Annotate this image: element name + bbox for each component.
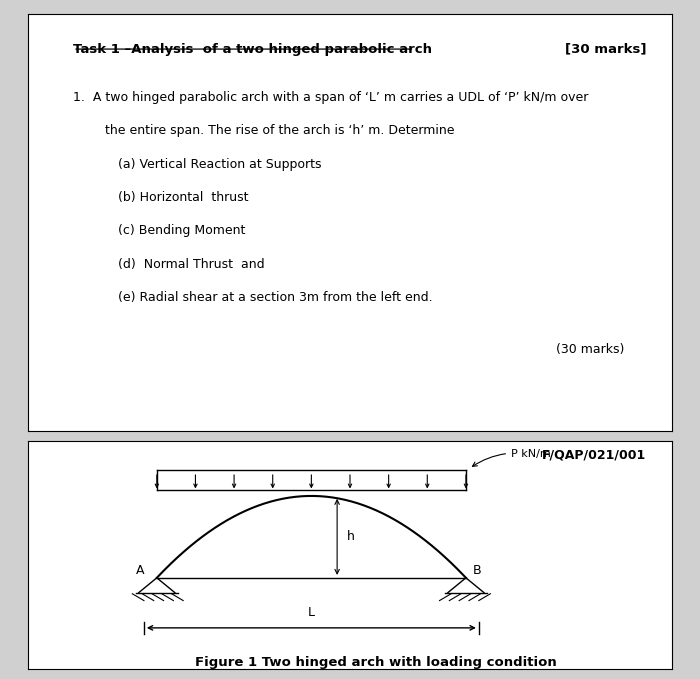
Text: L: L xyxy=(308,606,315,619)
Text: h: h xyxy=(346,530,355,543)
Text: (c) Bending Moment: (c) Bending Moment xyxy=(118,225,246,238)
Text: Rev:0226th March 20131: Rev:0226th March 20131 xyxy=(466,454,598,464)
Text: (30 marks): (30 marks) xyxy=(556,344,624,356)
Text: 1.  A two hinged parabolic arch with a span of ‘L’ m carries a UDL of ‘P’ kN/m o: 1. A two hinged parabolic arch with a sp… xyxy=(73,91,589,104)
Text: B: B xyxy=(473,564,481,576)
Text: the entire span. The rise of the arch is ‘h’ m. Determine: the entire span. The rise of the arch is… xyxy=(105,124,455,137)
Text: (b) Horizontal  thrust: (b) Horizontal thrust xyxy=(118,191,248,204)
Text: Central Quality Office: Central Quality Office xyxy=(41,454,153,464)
Text: P kN/m: P kN/m xyxy=(473,449,551,466)
Text: (e) Radial shear at a section 3m from the left end.: (e) Radial shear at a section 3m from th… xyxy=(118,291,433,304)
Text: Task 1 –Analysis  of a two hinged parabolic arch: Task 1 –Analysis of a two hinged parabol… xyxy=(73,43,432,56)
Text: (d)  Normal Thrust  and: (d) Normal Thrust and xyxy=(118,258,265,271)
Text: (a) Vertical Reaction at Supports: (a) Vertical Reaction at Supports xyxy=(118,158,322,170)
Text: [30 marks]: [30 marks] xyxy=(565,43,646,56)
Text: A: A xyxy=(135,564,144,576)
Text: F/QAP/021/001: F/QAP/021/001 xyxy=(542,448,646,461)
Text: Figure 1 Two hinged arch with loading condition: Figure 1 Two hinged arch with loading co… xyxy=(195,657,557,669)
